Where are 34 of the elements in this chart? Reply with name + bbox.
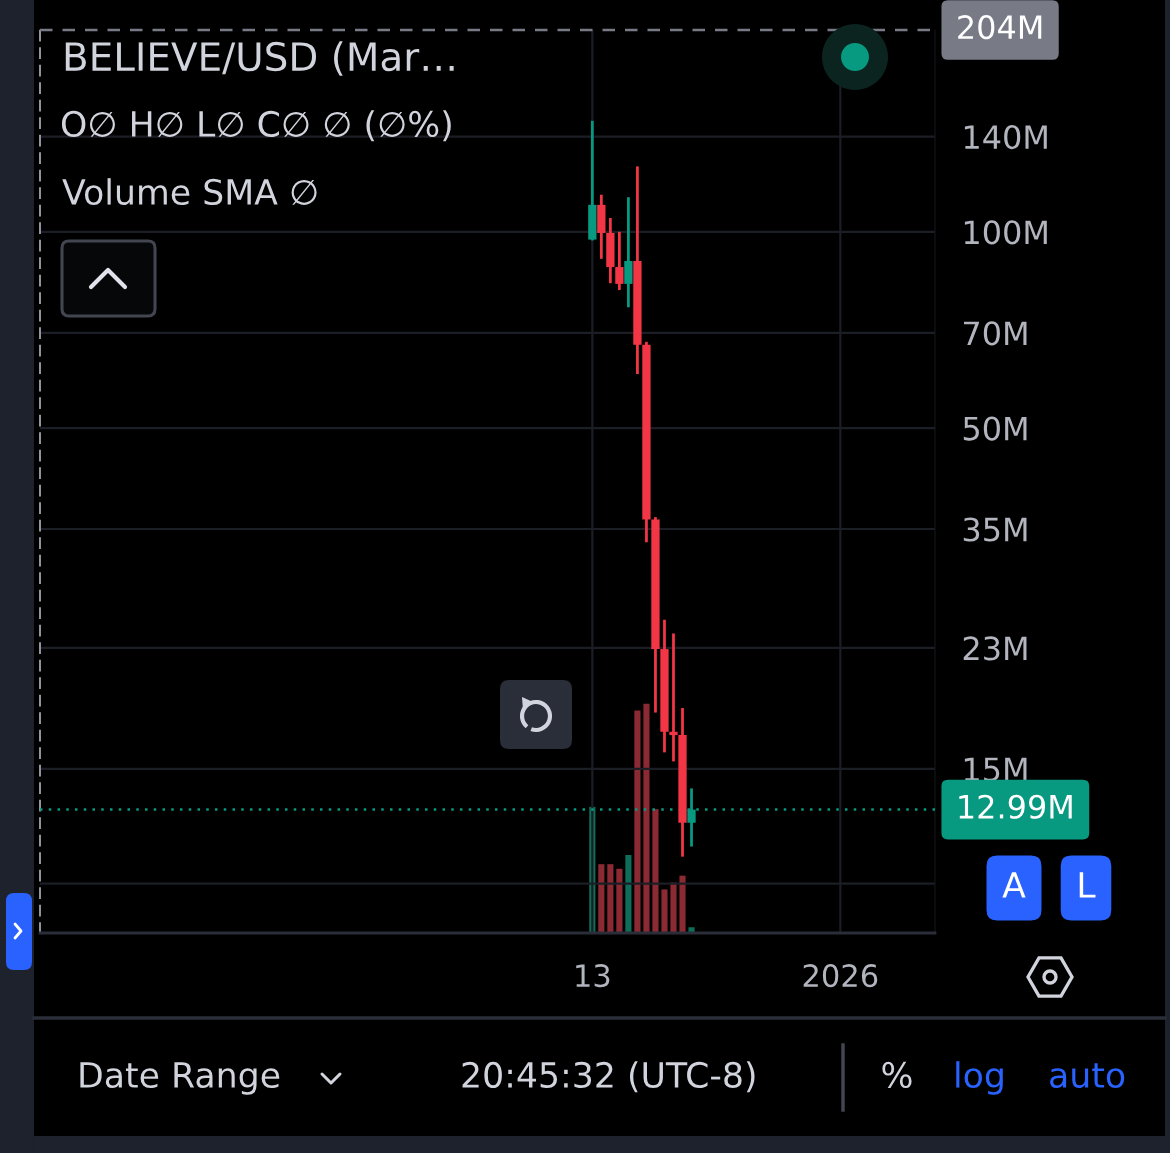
y-tick-label: 50M [963,416,1027,441]
text: A [1002,872,1026,898]
text: 20:45:32 (UTC-8) [462,1061,755,1093]
bar [643,703,650,933]
y-tick-label: 70M [964,321,1027,346]
bar [607,864,614,933]
bar [670,882,677,933]
text: % [882,1061,912,1089]
bar [679,875,686,933]
text: log [956,1061,1003,1095]
bar [688,927,695,933]
text: L [1079,872,1096,898]
text: Date Range [80,1062,280,1095]
bar [661,889,668,933]
chart-title: BELIEVE/USD (Mar… [65,41,454,76]
candlestick [615,230,624,292]
y-tick-label: 140M [964,125,1047,150]
bar [652,809,659,933]
candlestick [669,632,678,763]
text: O∅ H∅ L∅ C∅ ∅ (∅%) [61,110,451,142]
bar [634,710,641,933]
ref-line-label: 12.99M [959,794,1072,819]
text: auto [1050,1063,1125,1089]
y-tick-label: 23M [963,636,1027,661]
candlestick [624,195,633,309]
y-tick-label: 35M [963,517,1027,542]
x-tick-label: 2026 [803,964,878,988]
bar [625,855,632,933]
ref-line-label: 204M [958,15,1042,40]
bar [616,868,623,933]
chart-title: Volume SMA ∅ [62,178,317,206]
bar [598,864,605,933]
x-tick-label: 13 [576,964,610,988]
y-tick-label: 100M [964,220,1047,245]
